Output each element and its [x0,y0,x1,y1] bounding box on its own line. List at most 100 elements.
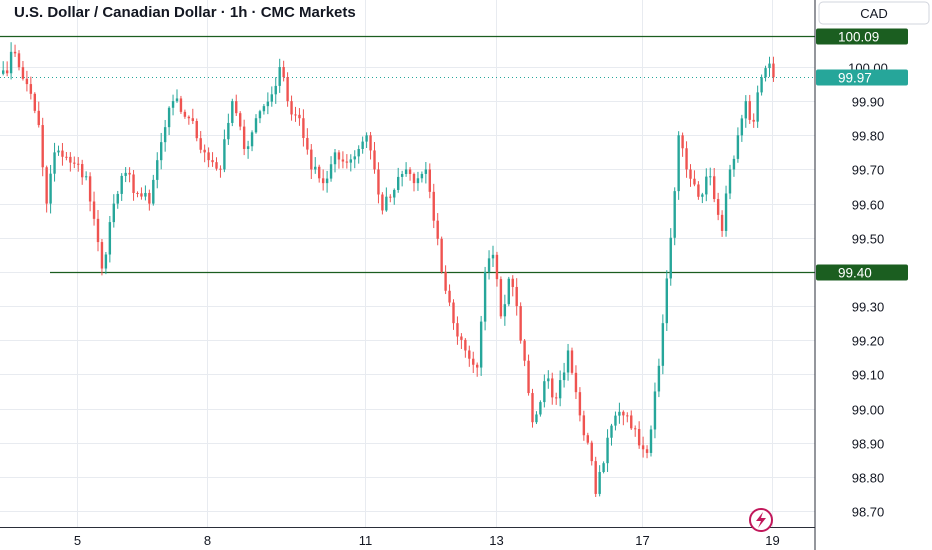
candle[interactable] [444,265,447,295]
candle[interactable] [649,425,653,457]
candle[interactable] [171,94,175,116]
candle[interactable] [602,461,605,474]
candle[interactable] [483,266,487,331]
candle[interactable] [357,145,360,164]
candle[interactable] [152,174,155,206]
candle[interactable] [231,98,234,127]
candle[interactable] [167,106,171,136]
candle[interactable] [713,167,716,203]
candle[interactable] [207,147,210,168]
candle[interactable] [539,400,542,417]
candle[interactable] [373,142,376,174]
candle[interactable] [724,185,728,237]
candle[interactable] [314,157,317,174]
candle[interactable] [136,191,139,198]
candle[interactable] [756,85,759,128]
candle[interactable] [278,58,281,93]
candle[interactable] [286,72,289,107]
candle[interactable] [728,164,732,200]
candle[interactable] [246,140,250,159]
candle[interactable] [772,56,775,82]
candle[interactable] [665,270,668,332]
candle[interactable] [385,187,388,212]
candle[interactable] [432,183,435,229]
candle[interactable] [104,251,108,275]
candle[interactable] [464,338,467,358]
candle[interactable] [555,392,558,405]
candle[interactable] [653,382,657,439]
candle[interactable] [345,154,349,169]
candle[interactable] [88,172,92,212]
candle[interactable] [195,118,198,142]
candle[interactable] [37,101,40,128]
candle[interactable] [306,128,309,155]
candle[interactable] [160,132,163,170]
candle[interactable] [49,164,52,214]
candle[interactable] [732,155,736,177]
candle[interactable] [325,170,329,193]
candle[interactable] [81,159,84,185]
candle[interactable] [203,144,206,163]
candle[interactable] [61,143,64,166]
candle[interactable] [440,236,443,274]
candle[interactable] [511,275,514,297]
candle[interactable] [219,165,222,178]
candle[interactable] [73,156,76,169]
candle[interactable] [124,167,127,183]
candle[interactable] [519,302,522,344]
candle[interactable] [570,347,574,375]
candle[interactable] [349,154,352,172]
candle[interactable] [685,141,688,178]
candle[interactable] [764,65,767,82]
candle[interactable] [491,245,495,268]
candle[interactable] [551,372,554,405]
candle[interactable] [41,117,44,177]
candle[interactable] [590,440,593,466]
candle[interactable] [610,423,613,446]
candle[interactable] [448,284,451,307]
candle[interactable] [716,192,720,221]
candle[interactable] [697,181,700,200]
candle[interactable] [709,167,712,186]
candle[interactable] [673,187,676,246]
candle[interactable] [543,374,546,408]
candle[interactable] [33,92,36,114]
candle[interactable] [53,142,56,182]
candle[interactable] [515,278,518,316]
candle[interactable] [456,316,459,345]
candle[interactable] [266,92,270,115]
candle[interactable] [5,61,9,77]
candle[interactable] [701,192,704,204]
candle[interactable] [468,345,471,367]
candle[interactable] [452,299,455,330]
candle[interactable] [472,351,475,373]
candle[interactable] [69,152,72,172]
candle[interactable] [199,131,202,154]
candle[interactable] [503,294,507,326]
candle[interactable] [531,388,534,428]
candle[interactable] [558,370,562,407]
candle[interactable] [29,76,33,100]
candle[interactable] [215,157,218,171]
candle[interactable] [397,167,400,193]
candle[interactable] [120,173,123,201]
candle[interactable] [100,239,104,276]
candle[interactable] [302,109,305,147]
candle[interactable] [614,411,617,431]
candle[interactable] [618,402,621,424]
candle[interactable] [65,152,68,161]
candle[interactable] [634,425,637,437]
candle[interactable] [369,131,372,160]
candle[interactable] [641,436,645,458]
candle[interactable] [337,150,341,169]
candle[interactable] [523,338,526,367]
candle[interactable] [752,113,755,128]
candle[interactable] [21,60,25,81]
candle[interactable] [381,192,384,215]
candle[interactable] [736,127,740,163]
candle[interactable] [183,109,187,119]
candle[interactable] [92,191,96,226]
candle[interactable] [677,131,680,200]
candle[interactable] [132,169,135,201]
